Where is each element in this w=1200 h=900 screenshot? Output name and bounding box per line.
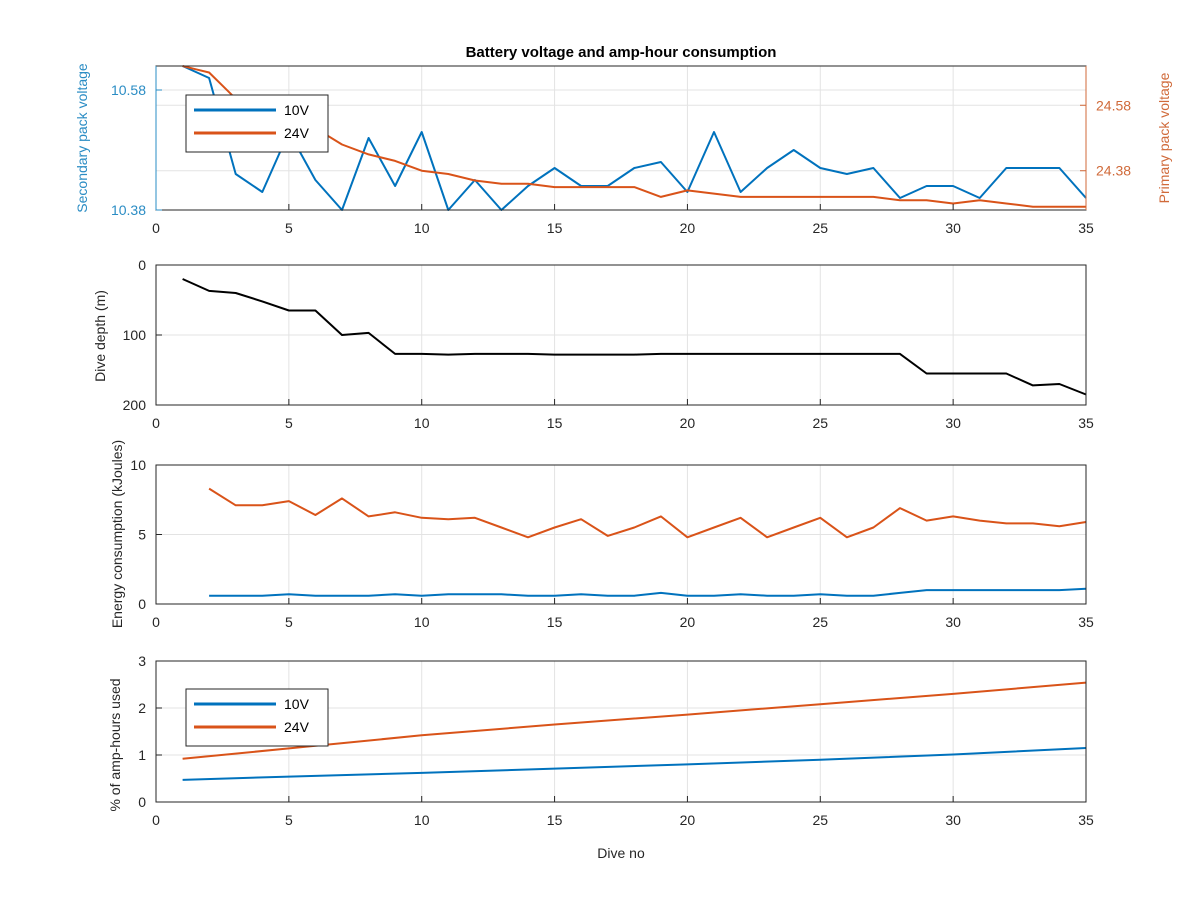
x-tick-label: 35 xyxy=(1078,812,1094,828)
chart-title: Battery voltage and amp-hour consumption xyxy=(466,44,777,61)
y-tick-label-right: 24.38 xyxy=(1096,163,1131,179)
y-tick-label: 3 xyxy=(138,653,146,669)
x-tick-label: 30 xyxy=(945,614,961,630)
x-tick-label: 15 xyxy=(547,812,563,828)
x-tick-label: 35 xyxy=(1078,415,1094,431)
x-tick-label: 15 xyxy=(547,415,563,431)
x-tick-label: 0 xyxy=(152,614,160,630)
y-tick-label: 0 xyxy=(138,596,146,612)
y-tick-label-right: 24.58 xyxy=(1096,97,1131,113)
x-tick-label: 15 xyxy=(547,614,563,630)
legend-box xyxy=(185,94,329,153)
y-tick-label: 5 xyxy=(138,527,146,543)
x-tick-label: 5 xyxy=(285,415,293,431)
x-tick-label: 25 xyxy=(812,812,828,828)
x-tick-label: 10 xyxy=(414,220,430,236)
x-tick-label: 25 xyxy=(812,220,828,236)
ylabel-energy: Energy consumption (kJoules) xyxy=(109,440,125,628)
x-tick-label: 15 xyxy=(547,220,563,236)
x-tick-label: 10 xyxy=(414,812,430,828)
y-tick-label: 1 xyxy=(138,747,146,763)
x-tick-label: 30 xyxy=(945,415,961,431)
x-tick-label: 10 xyxy=(414,614,430,630)
x-tick-label: 35 xyxy=(1078,220,1094,236)
x-tick-label: 25 xyxy=(812,614,828,630)
legend-label-10v: 10V xyxy=(284,102,310,118)
y-tick-label: 10 xyxy=(130,457,146,473)
x-tick-label: 20 xyxy=(680,220,696,236)
x-tick-label: 35 xyxy=(1078,614,1094,630)
legend-label-24v: 24V xyxy=(284,125,310,141)
x-tick-label: 20 xyxy=(680,415,696,431)
series-line-10v xyxy=(182,65,1087,211)
xlabel-dive-no: Dive no xyxy=(597,845,645,861)
y-tick-label: 0 xyxy=(138,794,146,810)
x-tick-label: 0 xyxy=(152,220,160,236)
y-tick-label: 0 xyxy=(138,257,146,273)
x-tick-label: 30 xyxy=(945,812,961,828)
legend-label-24v: 24V xyxy=(284,719,310,735)
x-tick-label: 5 xyxy=(285,614,293,630)
x-tick-label: 25 xyxy=(812,415,828,431)
amphours-panel: 0 5 10 15 20 25 30 35 0 1 2 3 10V 24V xyxy=(138,653,1094,828)
y-tick-label: 10.38 xyxy=(111,202,146,218)
y-tick-label: 10.58 xyxy=(111,82,146,98)
y-tick-label: 200 xyxy=(123,397,147,413)
x-tick-label: 5 xyxy=(285,812,293,828)
energy-panel: 0 5 10 15 20 25 30 35 0 5 10 xyxy=(130,457,1094,630)
legend-box xyxy=(185,688,329,747)
ylabel-primary-voltage: Primary pack voltage xyxy=(1156,72,1172,203)
ylabel-secondary-voltage: Secondary pack voltage xyxy=(74,63,90,213)
y-tick-label: 100 xyxy=(123,327,147,343)
x-tick-label: 5 xyxy=(285,220,293,236)
depth-panel: 0 5 10 15 20 25 30 35 0 100 200 xyxy=(123,257,1094,431)
y-tick-label: 2 xyxy=(138,700,146,716)
x-tick-label: 0 xyxy=(152,415,160,431)
ylabel-dive-depth: Dive depth (m) xyxy=(92,290,108,382)
voltage-panel: 0 5 10 15 20 25 30 35 10.38 10.58 24.38 24.58 10V 24V xyxy=(111,65,1131,236)
x-tick-label: 30 xyxy=(945,220,961,236)
ylabel-amphours: % of amp-hours used xyxy=(107,678,123,811)
x-tick-label: 20 xyxy=(680,614,696,630)
legend-label-10v: 10V xyxy=(284,696,310,712)
x-tick-label: 20 xyxy=(680,812,696,828)
series-line-24v xyxy=(208,487,1087,539)
series-line-10v xyxy=(182,747,1087,781)
series-line-10v xyxy=(209,587,1087,597)
series-line-depth xyxy=(182,278,1087,396)
axes-frame xyxy=(155,660,1087,803)
x-tick-label: 0 xyxy=(152,812,160,828)
x-tick-label: 10 xyxy=(414,415,430,431)
